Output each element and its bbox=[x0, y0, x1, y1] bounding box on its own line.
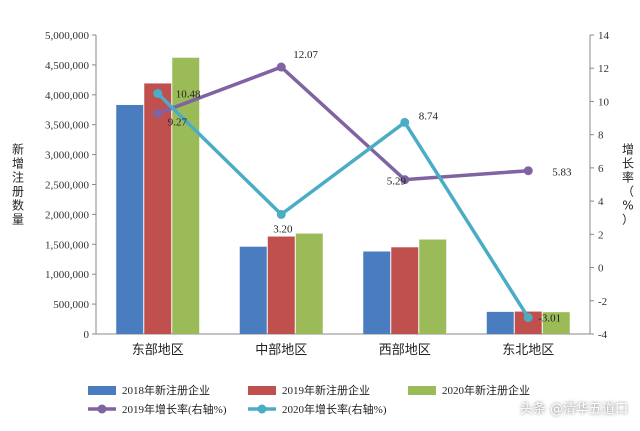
bar-2 bbox=[144, 83, 172, 334]
legend-label: 2020年新注册企业 bbox=[442, 383, 530, 397]
y-tick-label: 1,000,000 bbox=[45, 269, 90, 281]
y-tick-label: 4,500,000 bbox=[45, 60, 90, 72]
x-tick-label: 东北地区 bbox=[502, 343, 554, 358]
y2-tick-label: 4 bbox=[598, 196, 604, 208]
bar-2 bbox=[514, 311, 542, 334]
y-axis-title: 新增注册数量 bbox=[12, 142, 24, 227]
data-label: -3.01 bbox=[538, 313, 561, 325]
y-tick-label: 2,000,000 bbox=[45, 209, 90, 221]
legend-label: 2019年新注册企业 bbox=[282, 383, 370, 397]
y-tick-label: 3,000,000 bbox=[45, 150, 90, 162]
watermark: 头条 @清华五道口 bbox=[519, 402, 628, 417]
bar-1 bbox=[486, 311, 514, 334]
y2-axis-title: 增长率（%） bbox=[622, 143, 634, 227]
y2-tick-label: 0 bbox=[598, 263, 604, 275]
data-label: 10.48 bbox=[176, 88, 201, 100]
legend-label: 2019年增长率(右轴%) bbox=[122, 402, 227, 416]
bar-3 bbox=[542, 312, 570, 334]
y-tick-label: 500,000 bbox=[53, 299, 89, 311]
data-label: 12.07 bbox=[293, 49, 318, 61]
bar-2 bbox=[267, 236, 295, 334]
legend-swatch bbox=[408, 386, 436, 395]
y-tick-label: 5,000,000 bbox=[45, 30, 90, 42]
data-label: 3.20 bbox=[273, 223, 293, 235]
legend-marker bbox=[97, 404, 107, 414]
line-point-1 bbox=[523, 166, 533, 176]
y2-tick-label: 10 bbox=[598, 96, 610, 108]
legend-swatch bbox=[88, 386, 116, 395]
bar-3 bbox=[419, 239, 447, 334]
x-tick-label: 中部地区 bbox=[255, 343, 307, 358]
line-series-2 bbox=[156, 92, 530, 319]
x-tick-label: 西部地区 bbox=[379, 343, 431, 358]
y2-tick-label: 8 bbox=[598, 130, 604, 142]
legend-label: 2020年增长率(右轴%) bbox=[282, 402, 387, 416]
y-tick-label: 0 bbox=[84, 329, 90, 341]
line-point-2 bbox=[276, 209, 286, 219]
data-label: 5.83 bbox=[552, 167, 572, 179]
data-label: 8.74 bbox=[419, 110, 439, 122]
y-tick-label: 4,000,000 bbox=[45, 90, 90, 102]
bar-1 bbox=[363, 251, 391, 334]
bar-1 bbox=[116, 104, 144, 334]
line-series-1 bbox=[157, 65, 529, 182]
bar-2 bbox=[391, 247, 419, 334]
line-point-1 bbox=[153, 109, 163, 119]
line-point-1 bbox=[276, 62, 286, 72]
legend-swatch bbox=[248, 386, 276, 395]
bar-3 bbox=[295, 233, 323, 334]
data-label: 9.27 bbox=[168, 117, 188, 129]
legend-marker bbox=[257, 404, 267, 414]
y2-tick-label: 2 bbox=[598, 229, 604, 241]
y2-tick-label: -4 bbox=[598, 329, 608, 341]
y-tick-label: 3,500,000 bbox=[45, 120, 90, 132]
y-tick-label: 1,500,000 bbox=[45, 239, 90, 251]
line-point-2 bbox=[153, 88, 163, 98]
line-point-2 bbox=[523, 313, 533, 323]
data-label: 5.29 bbox=[387, 176, 407, 188]
legend-label: 2018年新注册企业 bbox=[122, 383, 210, 397]
bar-1 bbox=[239, 246, 267, 334]
y2-tick-label: 6 bbox=[598, 163, 604, 175]
y2-tick-label: 12 bbox=[598, 63, 609, 75]
y2-tick-label: 14 bbox=[598, 30, 610, 42]
y2-tick-label: -2 bbox=[598, 296, 607, 308]
y-tick-label: 2,500,000 bbox=[45, 180, 90, 192]
line-point-2 bbox=[400, 117, 410, 127]
x-tick-label: 东部地区 bbox=[132, 343, 184, 358]
line-point-1 bbox=[400, 175, 410, 185]
